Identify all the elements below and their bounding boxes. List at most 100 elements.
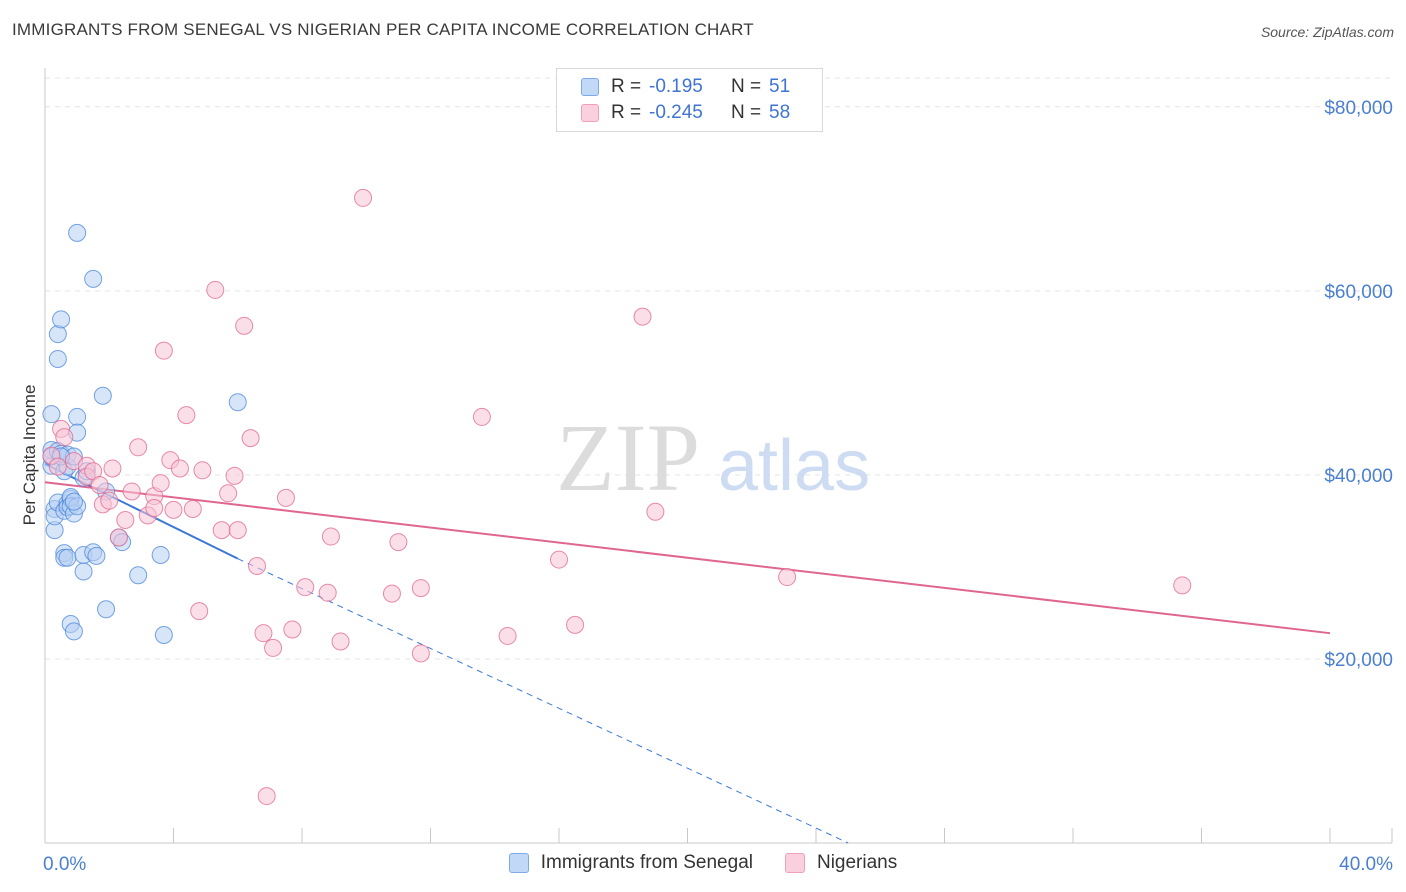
legend-label-nigerians: Nigerians (816, 852, 898, 873)
source-label: Source: ZipAtlas.com (1260, 24, 1394, 40)
point-nigerians (283, 620, 302, 639)
point-nigerians (321, 527, 340, 546)
point-nigerians (190, 602, 209, 621)
legend-swatch-senegal (581, 78, 599, 96)
point-nigerians (164, 500, 183, 519)
point-nigerians (498, 626, 517, 645)
point-senegal (42, 405, 61, 424)
point-senegal (87, 546, 106, 565)
series-legend: Immigrants from Senegal Nigerians (0, 852, 1406, 874)
point-senegal (48, 325, 67, 344)
watermark-zip: ZIP (556, 404, 700, 511)
point-nigerians (389, 533, 408, 552)
legend-n-value: 58 (769, 102, 791, 123)
point-nigerians (228, 521, 247, 540)
point-nigerians (177, 406, 196, 425)
tick-labels: $20,000 $40,000 $60,000 $80,000 0.0% 40.0% (43, 98, 1393, 875)
legend-label-senegal: Immigrants from Senegal (540, 852, 753, 873)
point-nigerians (154, 341, 173, 360)
watermark: ZIP atlas (556, 404, 870, 511)
point-nigerians (264, 638, 283, 657)
legend-swatch-senegal (508, 853, 529, 873)
point-nigerians (296, 578, 315, 597)
y-tick-label: $20,000 (1324, 650, 1393, 671)
point-nigerians (235, 316, 254, 335)
point-senegal (52, 310, 71, 329)
point-senegal (154, 626, 173, 645)
point-nigerians (183, 499, 202, 518)
data-points (42, 188, 1192, 806)
x-tick-label: 40.0% (1339, 854, 1393, 875)
point-nigerians (633, 307, 652, 326)
point-senegal (58, 548, 77, 567)
point-nigerians (206, 280, 225, 299)
y-axis-label: Per Capita Income (20, 385, 39, 526)
point-nigerians (225, 466, 244, 485)
legend-n-value: 51 (769, 76, 791, 97)
correlation-legend: R = -0.195 N = 51 R = -0.245 N = 58 (556, 68, 823, 132)
point-nigerians (550, 550, 568, 569)
point-nigerians (90, 476, 109, 495)
legend-item-senegal[interactable]: Immigrants from Senegal (508, 852, 753, 874)
point-senegal (228, 393, 247, 412)
point-senegal (68, 223, 87, 242)
point-nigerians (219, 484, 238, 503)
point-nigerians (354, 188, 373, 207)
point-nigerians (257, 787, 276, 806)
legend-r-label: R = (611, 76, 642, 97)
point-nigerians (566, 615, 585, 634)
point-senegal (129, 566, 148, 585)
point-nigerians (778, 568, 797, 587)
point-nigerians (318, 583, 337, 602)
watermark-atlas: atlas (718, 426, 870, 506)
point-senegal (97, 600, 116, 619)
point-senegal (48, 349, 67, 368)
y-tick-label: $80,000 (1324, 98, 1393, 119)
point-senegal (68, 407, 87, 426)
point-nigerians (170, 459, 189, 478)
point-senegal (93, 386, 112, 405)
y-tick-label: $60,000 (1324, 282, 1393, 303)
legend-row-nigerians: R = -0.245 N = 58 (581, 101, 790, 125)
point-nigerians (212, 521, 231, 540)
point-nigerians (411, 644, 430, 663)
point-nigerians (241, 429, 260, 448)
point-nigerians (48, 457, 67, 476)
point-nigerians (254, 624, 273, 643)
legend-r-value: -0.245 (649, 102, 703, 123)
point-nigerians (122, 482, 141, 501)
trend-line-senegal-extension (237, 558, 849, 844)
point-nigerians (151, 474, 170, 493)
trend-line-nigerians (44, 481, 1331, 635)
trend-lines (44, 462, 1331, 844)
point-nigerians (129, 438, 148, 457)
point-nigerians (1173, 576, 1192, 595)
x-tick-label: 0.0% (43, 854, 86, 875)
point-nigerians (55, 428, 74, 447)
point-senegal (151, 545, 170, 564)
point-nigerians (411, 579, 430, 598)
gridlines (45, 77, 1392, 660)
point-senegal (84, 269, 103, 288)
point-nigerians (276, 488, 295, 507)
point-senegal (64, 622, 83, 641)
point-nigerians (472, 407, 491, 426)
point-nigerians (109, 528, 128, 547)
point-nigerians (193, 461, 212, 480)
point-nigerians (103, 459, 122, 478)
legend-r-value: -0.195 (649, 76, 703, 97)
chart-title: IMMIGRANTS FROM SENEGAL VS NIGERIAN PER … (12, 20, 754, 39)
point-nigerians (331, 632, 350, 651)
point-nigerians (100, 491, 119, 510)
legend-item-nigerians[interactable]: Nigerians (784, 852, 898, 874)
legend-swatch-nigerians (784, 853, 805, 873)
legend-n-label: N = (731, 102, 762, 123)
point-nigerians (646, 502, 665, 521)
point-senegal (74, 562, 93, 581)
legend-r-label: R = (611, 102, 642, 123)
point-nigerians (116, 510, 135, 529)
point-nigerians (248, 557, 267, 576)
point-senegal (64, 492, 83, 511)
legend-swatch-nigerians (581, 104, 599, 122)
